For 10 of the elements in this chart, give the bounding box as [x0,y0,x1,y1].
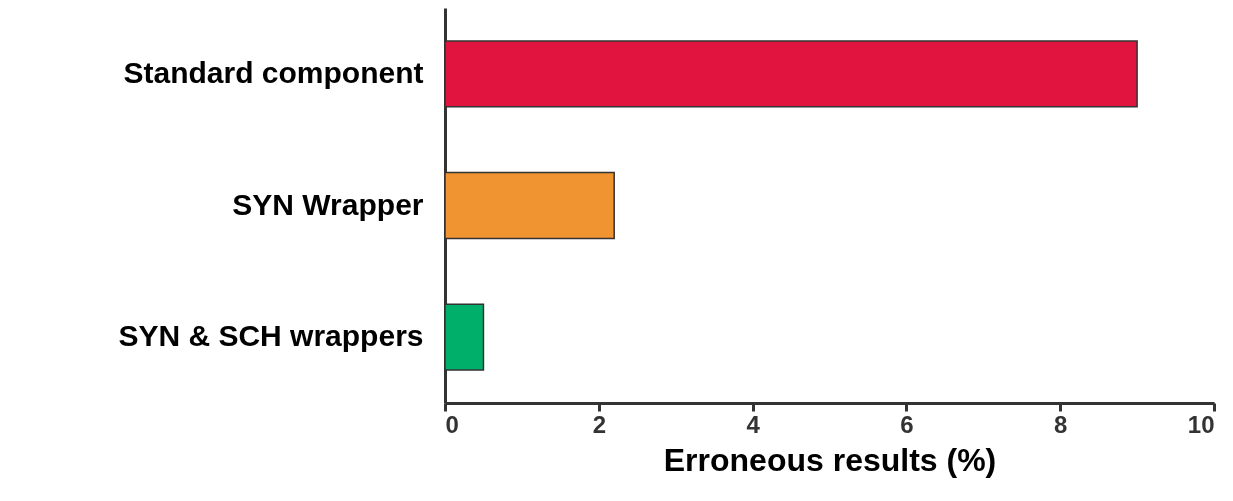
y-tick-label: Standard component [123,55,424,89]
x-tick-label: 0 [445,410,459,438]
x-tick-label: 2 [592,410,606,438]
x-tick-label: 6 [900,410,914,438]
y-tick-label: SYN & SCH wrappers [118,319,424,353]
x-axis-title: Erroneous results (%) [663,441,997,478]
x-tick-label: 4 [746,410,761,438]
x-tick-label: 8 [1054,410,1068,438]
y-tick-label: SYN Wrapper [232,187,424,221]
x-tick-label: 10 [1187,410,1215,438]
